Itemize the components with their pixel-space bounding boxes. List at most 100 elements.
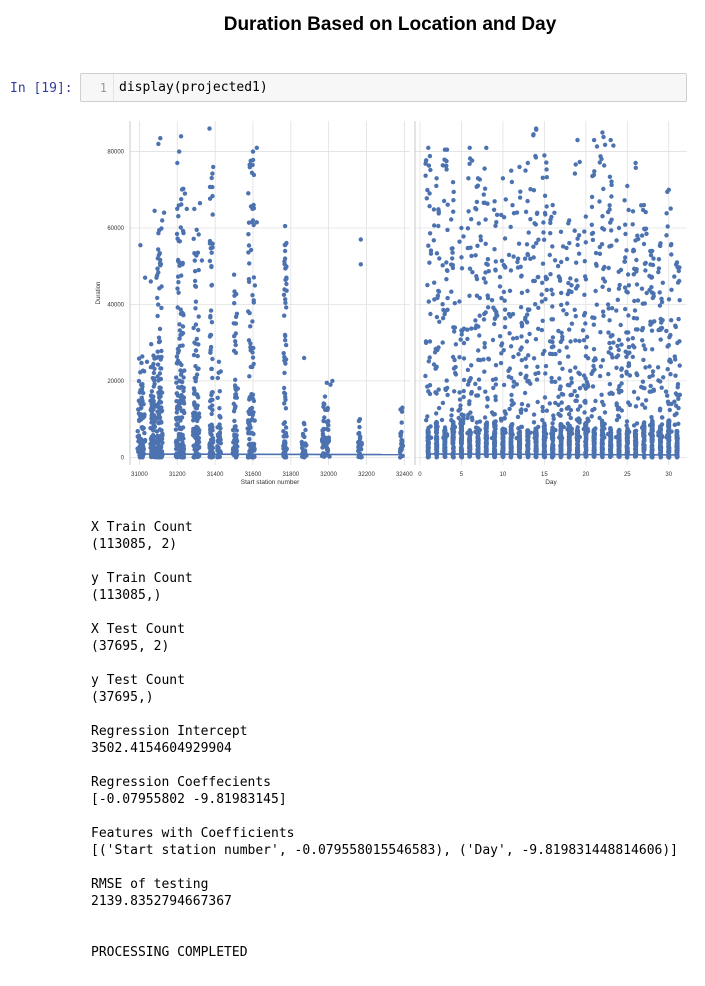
scatter-point (140, 447, 145, 453)
scatter-point (151, 353, 156, 358)
scatter-point (508, 454, 514, 459)
scatter-point (193, 379, 198, 384)
scatter-point (434, 447, 439, 452)
scatter-point (631, 272, 636, 277)
scatter-point (444, 163, 449, 168)
scatter-point (499, 258, 505, 263)
scatter-point (209, 250, 214, 255)
scatter-point (180, 425, 186, 430)
scatter-point (458, 431, 463, 436)
scatter-point (541, 237, 547, 242)
scatter-point (148, 445, 153, 450)
scatter-point (533, 302, 538, 307)
scatter-point (626, 313, 631, 318)
scatter-point (543, 297, 548, 302)
code-text[interactable]: display(projected1) (119, 80, 268, 95)
scatter-point (559, 444, 564, 450)
scatter-point (246, 429, 251, 434)
scatter-point (282, 332, 288, 338)
scatter-point (196, 445, 202, 450)
scatter-point (574, 260, 579, 265)
scatter-point (282, 401, 287, 406)
scatter-point (174, 410, 179, 415)
scatter-point (459, 328, 464, 333)
scatter-point (191, 410, 197, 415)
scatter-point (543, 363, 549, 369)
scatter-point (423, 339, 429, 344)
scatter-point (193, 364, 198, 369)
scatter-point (625, 436, 630, 441)
scatter-point (432, 223, 437, 228)
scatter-point (192, 251, 197, 256)
scatter-point (509, 375, 514, 381)
scatter-point (281, 351, 286, 356)
scatter-point (622, 198, 627, 203)
scatter-point (441, 435, 446, 440)
scatter-point (582, 310, 588, 316)
scatter-point (622, 259, 627, 264)
scatter-point (144, 359, 150, 364)
scatter-point (581, 338, 587, 343)
scatter-point (501, 289, 507, 295)
scatter-point (573, 338, 578, 343)
scatter-point (525, 312, 530, 317)
scatter-point (321, 401, 326, 406)
scatter-point (644, 231, 649, 236)
scatter-point (459, 255, 464, 260)
scatter-point (567, 412, 572, 417)
scatter-point (283, 242, 288, 248)
scatter-point (299, 445, 305, 451)
scatter-points (423, 126, 682, 460)
scatter-point (425, 414, 430, 419)
scatter-point (577, 371, 582, 377)
scatter-point (517, 449, 522, 454)
scatter-point (210, 356, 215, 362)
scatter-point (601, 227, 607, 232)
scatter-point (633, 447, 638, 452)
scatter-point (559, 391, 564, 397)
scatter-point (232, 334, 237, 339)
scatter-point (548, 272, 553, 277)
scatter-point (491, 207, 497, 212)
scatter-point (540, 417, 545, 423)
scatter-point (676, 405, 681, 411)
scatter-point (451, 209, 456, 214)
scatter-point (557, 435, 563, 441)
scatter-point (624, 248, 629, 253)
scatter-point (156, 434, 161, 440)
scatter-point (398, 448, 403, 454)
scatter-point (619, 373, 624, 379)
scatter-point (489, 298, 495, 303)
scatter-point (608, 220, 613, 225)
scatter-point (191, 443, 196, 448)
scatter-point (155, 295, 160, 301)
scatter-point (469, 389, 474, 395)
scatter-point (174, 361, 179, 366)
scatter-point (458, 403, 463, 408)
scatter-point (500, 445, 506, 450)
scatter-point (195, 441, 200, 446)
scatter-point (467, 156, 473, 161)
scatter-point (547, 401, 552, 406)
scatter-point (492, 199, 497, 204)
scatter-point (522, 390, 528, 396)
scatter-point (207, 238, 213, 244)
scatter-point (577, 386, 583, 391)
scatter-point (450, 256, 455, 261)
scatter-point (450, 180, 456, 185)
output-line: 2139.8352794667367 (91, 894, 232, 909)
scatter-point (673, 323, 678, 328)
scatter-point (478, 238, 484, 243)
output-line: 3502.4154604929904 (91, 741, 232, 756)
scatter-point (179, 273, 184, 278)
scatter-point (192, 455, 197, 460)
scatter-point (444, 378, 449, 383)
scatter-point (443, 387, 448, 393)
scatter-point (572, 307, 577, 312)
code-cell-input[interactable]: 1 display(projected1) (80, 73, 687, 102)
scatter-point (210, 424, 215, 430)
scatter-point (474, 274, 479, 279)
scatter-point (640, 379, 646, 384)
scatter-point (465, 382, 471, 387)
scatter-point (593, 250, 599, 256)
